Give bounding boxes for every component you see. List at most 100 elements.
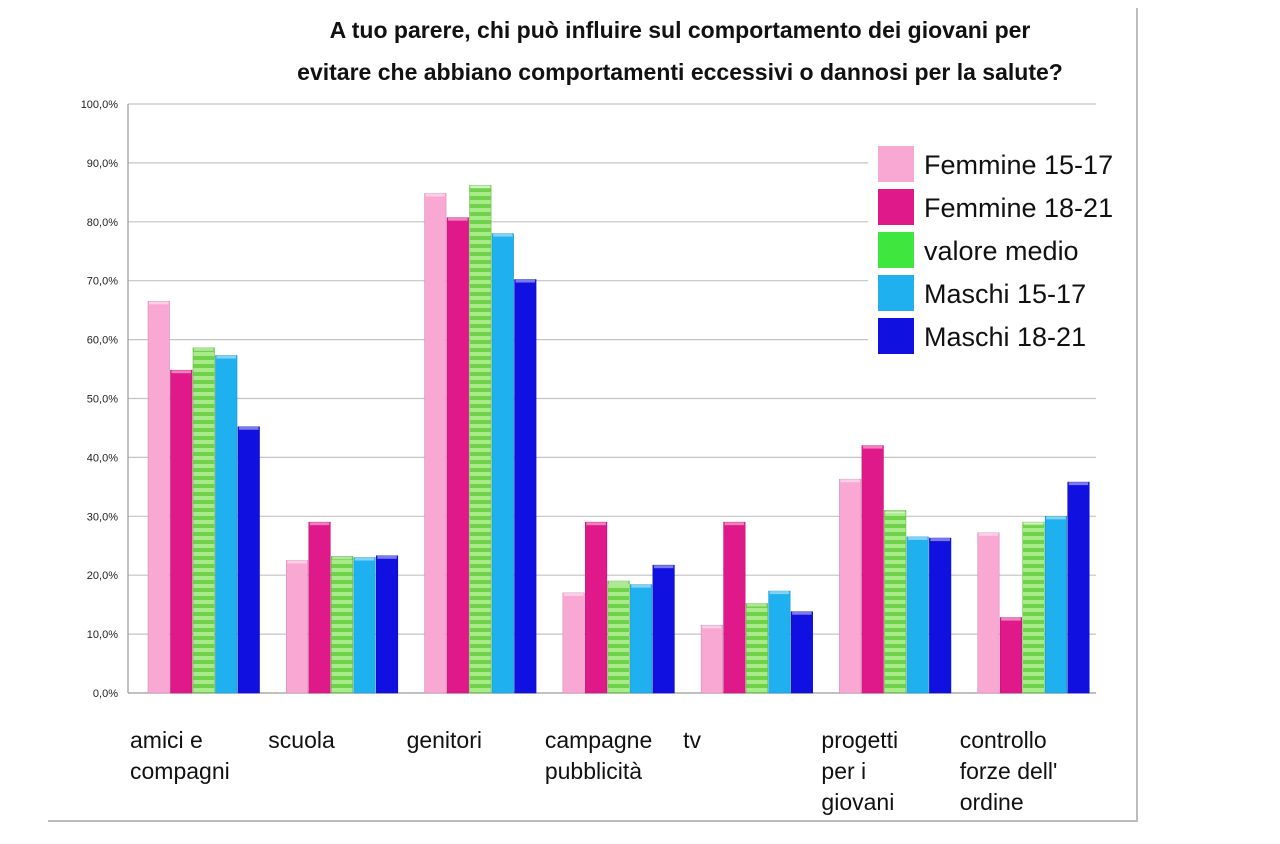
category-label: per i (821, 758, 866, 784)
y-tick-label: 90,0% (87, 158, 118, 170)
bar-femmine-18-21-4 (723, 521, 746, 694)
bar-highlight (287, 560, 307, 564)
legend: Femmine 15-17 Femmine 18-21 valore medio Ma… (868, 138, 1113, 360)
bar-valore-medio-2 (469, 184, 492, 694)
category-label: ordine (960, 789, 1024, 815)
bar-highlight (769, 591, 790, 595)
legend-swatch-valore-medio (878, 232, 914, 268)
y-tick-label: 50,0% (87, 394, 118, 406)
bar-maschi-18-21-0 (237, 426, 260, 694)
bar-valore-medio-5 (884, 510, 907, 694)
bar-highlight (149, 301, 169, 305)
bar-femmine-18-21-2 (446, 217, 469, 694)
bar-highlight (978, 532, 999, 536)
chart-title-line-1: A tuo parere, chi può influire sul compo… (330, 17, 1031, 43)
bar-highlight (470, 185, 491, 189)
y-tick-label: 100,0% (81, 99, 119, 111)
legend-swatch-femmine-18-21 (878, 189, 914, 225)
bar-highlight (747, 603, 767, 607)
y-tick-label: 40,0% (87, 452, 118, 464)
chart-frame (48, 8, 1138, 822)
y-tick-label: 30,0% (87, 511, 118, 523)
bars (147, 184, 1090, 694)
bar-highlight (907, 536, 928, 540)
bar-highlight (653, 565, 674, 569)
category-label: amici e (130, 727, 203, 753)
bar-highlight (377, 555, 397, 559)
y-tick-label: 80,0% (87, 217, 118, 229)
bar-highlight (216, 355, 236, 359)
bar-femmine-15-17-5 (839, 478, 862, 694)
y-tick-label: 70,0% (87, 276, 118, 288)
bar-maschi-18-21-3 (652, 564, 675, 694)
category-label: controllo (960, 727, 1047, 753)
bar-highlight (332, 556, 352, 560)
bar-highlight (1046, 516, 1066, 520)
legend-swatch-maschi-18-21 (878, 318, 914, 354)
bar-highlight (608, 581, 629, 585)
y-tick-label: 60,0% (87, 335, 118, 347)
bar-highlight (448, 217, 468, 221)
chart-title: A tuo parere, chi può influire sul compo… (297, 17, 1063, 85)
legend-label: Maschi 15-17 (924, 279, 1086, 309)
bar-femmine-15-17-1 (285, 560, 309, 694)
bar-femmine-18-21-3 (585, 521, 608, 694)
bar-femmine-15-17-6 (977, 532, 1000, 694)
bar-highlight (1001, 617, 1021, 621)
category-label: scuola (268, 727, 335, 753)
bar-femmine-15-17-0 (147, 301, 170, 694)
bar-femmine-15-17-4 (700, 624, 723, 694)
legend-label: Femmine 18-21 (924, 193, 1113, 223)
bar-highlight (493, 233, 513, 237)
legend-swatch-femmine-15-17 (878, 146, 914, 182)
bar-highlight (194, 347, 214, 351)
bar-femmine-18-21-1 (308, 521, 331, 694)
bar-highlight (862, 445, 883, 449)
bar-femmine-18-21-0 (170, 369, 193, 694)
bar-highlight (354, 557, 375, 561)
bar-highlight (724, 522, 745, 526)
bar-highlight (631, 584, 651, 588)
category-label: compagni (130, 758, 230, 784)
legend-swatch-maschi-15-17 (878, 275, 914, 311)
bar-maschi-15-17-5 (906, 536, 929, 694)
chart-title-line-2: evitare che abbiano comportamenti eccess… (297, 59, 1063, 85)
bar-valore-medio-1 (330, 556, 354, 694)
legend-label: Maschi 18-21 (924, 322, 1086, 352)
category-label: tv (683, 727, 701, 753)
bar-highlight (885, 510, 905, 514)
legend-label: Femmine 15-17 (924, 150, 1113, 180)
bar-highlight (515, 279, 536, 283)
bar-highlight (930, 538, 950, 542)
bar-highlight (425, 193, 446, 197)
bar-maschi-15-17-2 (491, 233, 514, 694)
bar-maschi-15-17-3 (630, 584, 653, 694)
bar-highlight (1068, 482, 1089, 486)
bar-highlight (1023, 522, 1044, 526)
category-label: giovani (821, 789, 894, 815)
bar-maschi-18-21-6 (1067, 481, 1090, 694)
bar-highlight (702, 625, 722, 629)
bar-valore-medio-0 (192, 347, 215, 694)
bar-maschi-15-17-0 (215, 355, 238, 694)
bar-highlight (239, 426, 259, 430)
bar-maschi-15-17-4 (768, 590, 791, 694)
category-label: pubblicità (545, 758, 642, 784)
bar-maschi-18-21-1 (375, 555, 399, 694)
bar-femmine-15-17-2 (424, 193, 447, 694)
bar-maschi-18-21-5 (929, 537, 952, 694)
legend-label: valore medio (924, 236, 1079, 266)
bar-femmine-15-17-3 (562, 592, 585, 694)
bar-maschi-18-21-4 (790, 611, 813, 694)
x-axis-categories: amici e compagni scuola genitori campagne pub… (130, 727, 1057, 815)
y-tick-label: 20,0% (87, 570, 118, 582)
category-label: campagne (545, 727, 652, 753)
y-tick-label: 0,0% (93, 688, 118, 700)
y-tick-label: 10,0% (87, 629, 118, 641)
bar-valore-medio-6 (1022, 521, 1045, 694)
category-label: forze dell' (960, 758, 1058, 784)
bar-highlight (586, 522, 606, 526)
bar-maschi-15-17-1 (353, 557, 376, 694)
y-axis-ticks: 0,0% 10,0% 20,0% 30,0% 40,0% 50,0% 60,0% 70,0% 8… (81, 99, 119, 700)
